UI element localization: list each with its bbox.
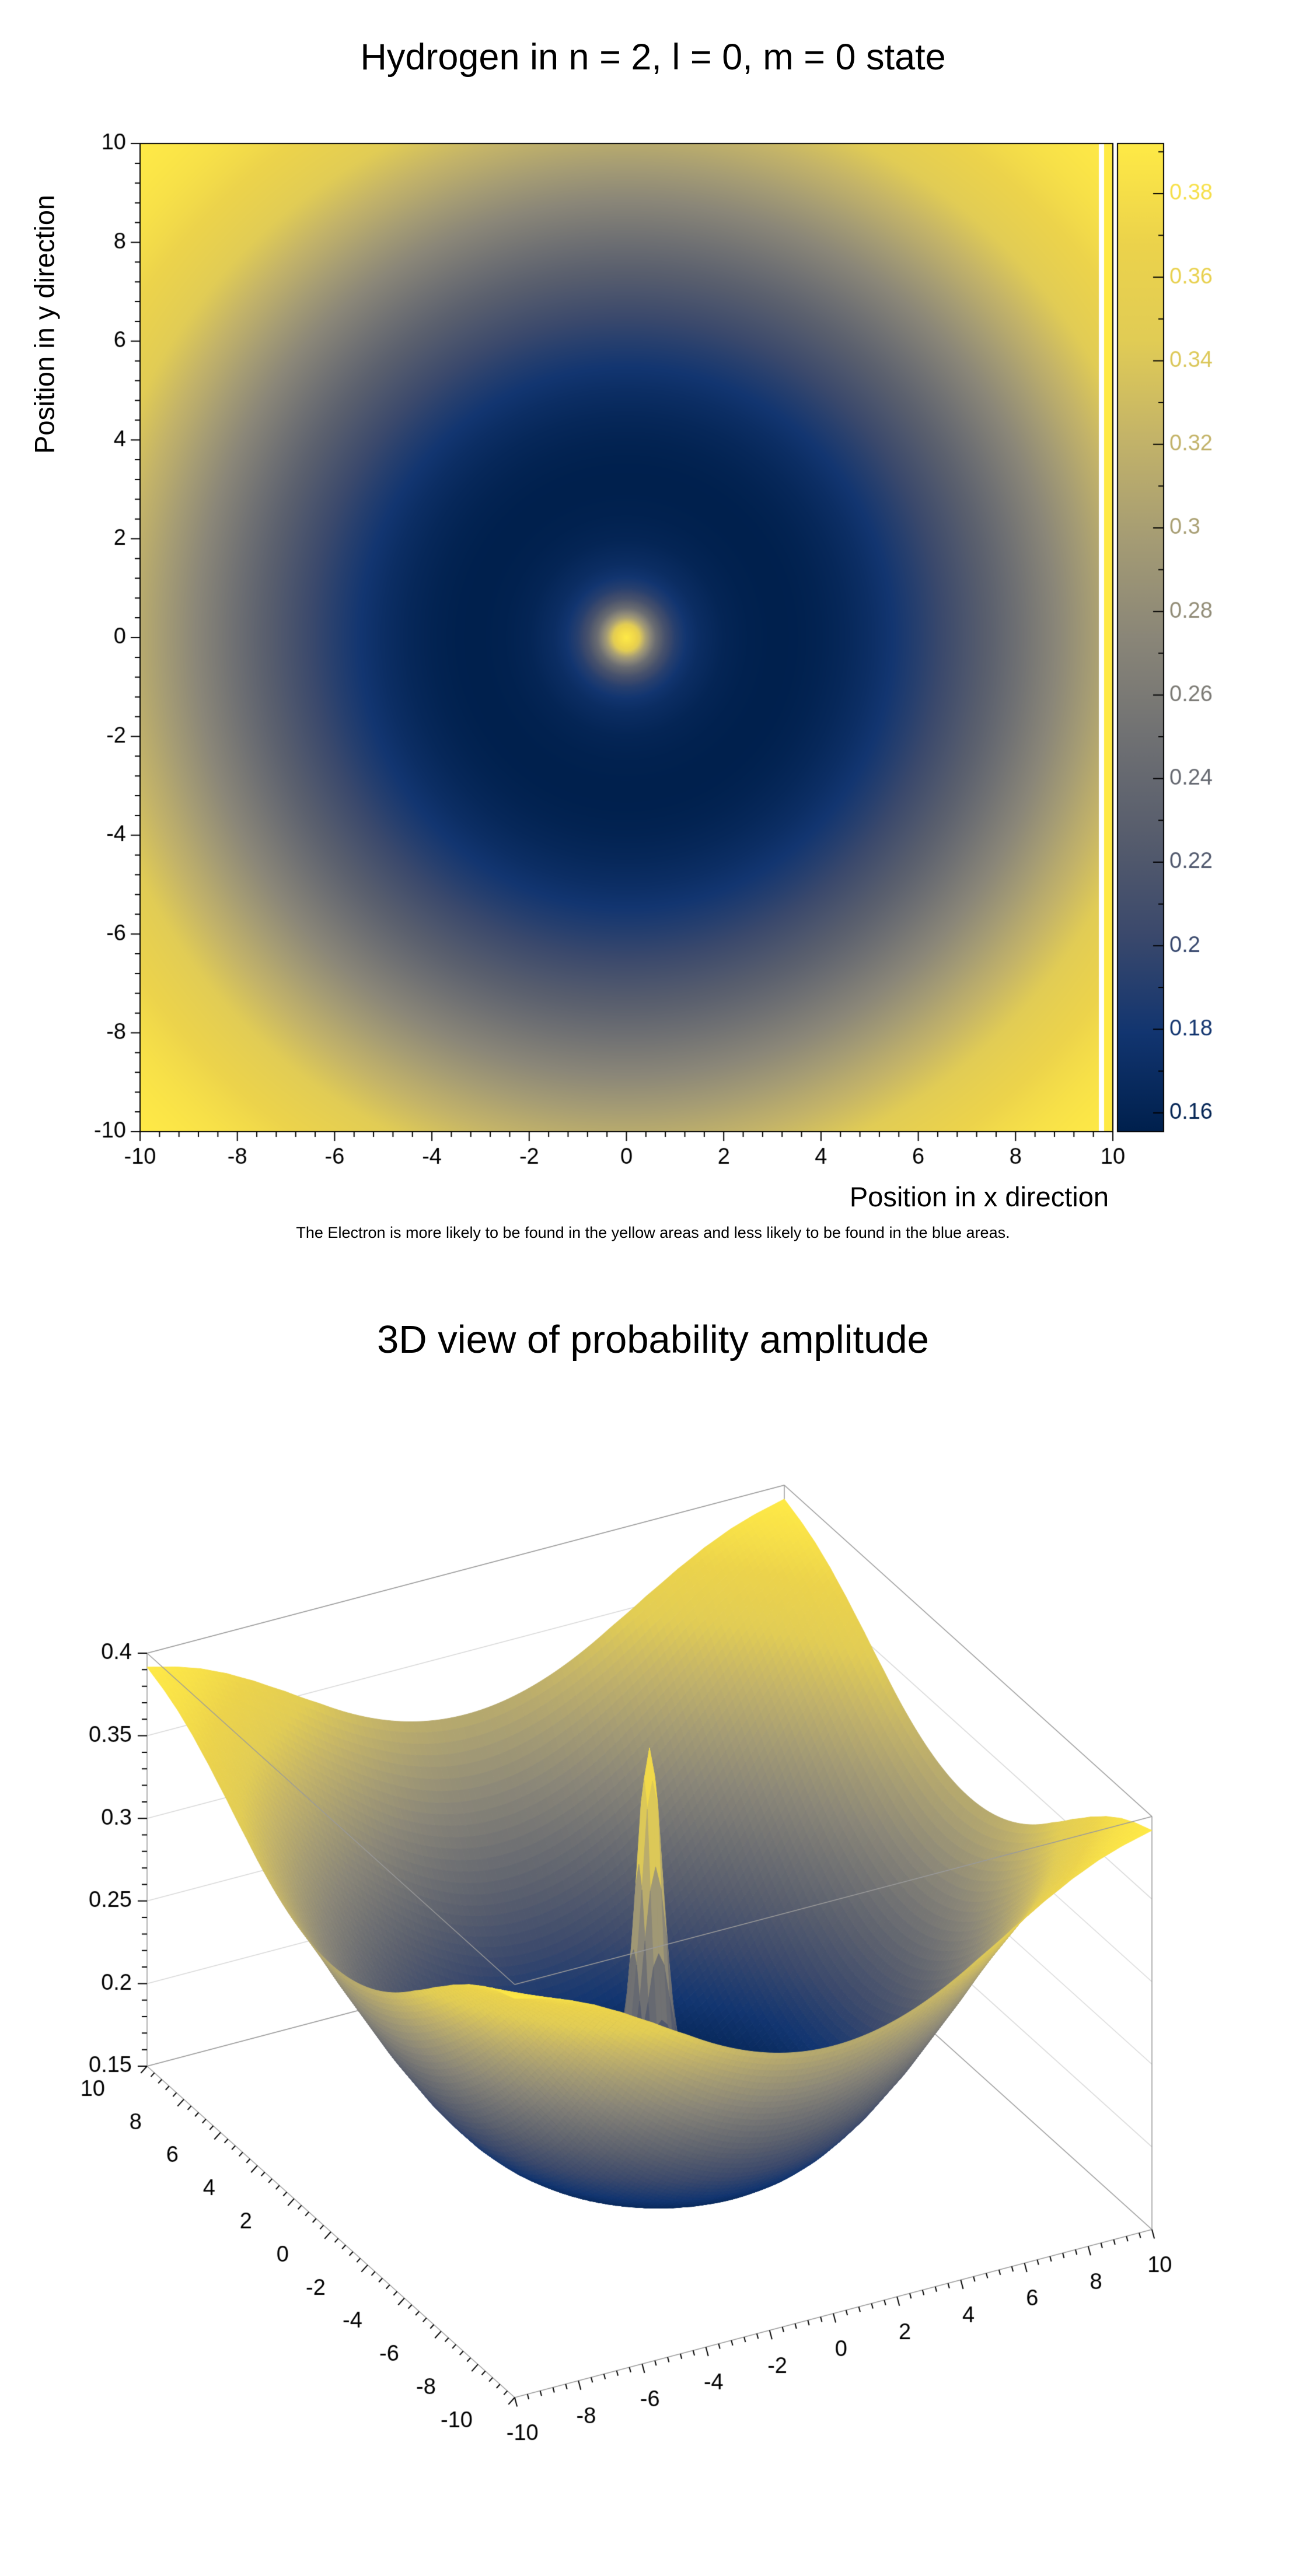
surface3d-title: 3D view of probability amplitude <box>377 1318 929 1362</box>
heatmap-x-axis-title: Position in x direction <box>849 1181 1109 1212</box>
heatmap-canvas <box>0 0 1306 1254</box>
heatmap-caption: The Electron is more likely to be found … <box>296 1224 1010 1241</box>
surface3d-canvas <box>0 1288 1306 2576</box>
heatmap-y-axis-title: Position in y direction <box>29 194 60 454</box>
heatmap-title: Hydrogen in n = 2, l = 0, m = 0 state <box>360 37 946 78</box>
